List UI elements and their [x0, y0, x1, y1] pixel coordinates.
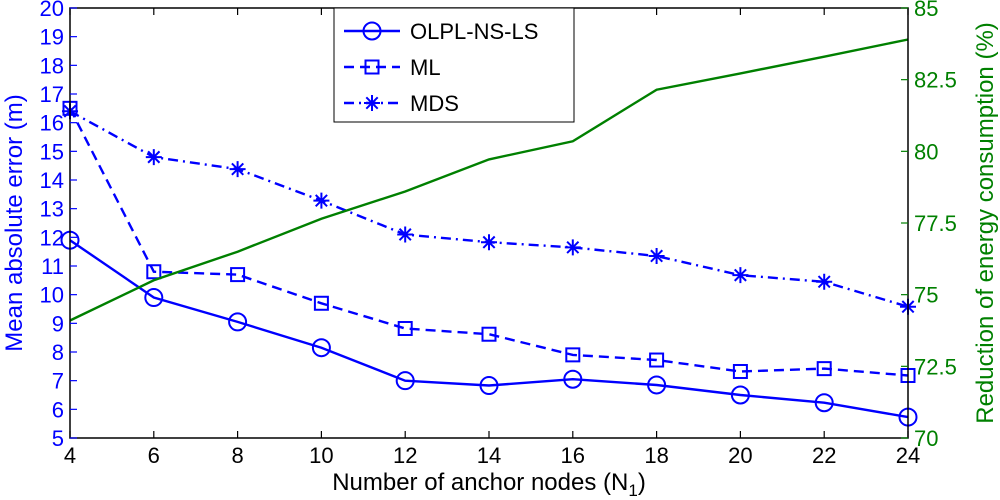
y-right-tick-label: 75	[914, 283, 938, 308]
y-left-tick-label: 14	[40, 168, 64, 193]
data-point-mds	[397, 226, 414, 243]
series-line-energy-reduction	[69, 38, 909, 322]
x-tick-label: 8	[231, 443, 243, 468]
y-left-tick-label: 6	[52, 397, 64, 422]
data-point-mds	[145, 149, 162, 166]
y-left-tick-label: 9	[52, 311, 64, 336]
data-point-mds	[648, 247, 665, 264]
y-right-tick-label: 70	[914, 426, 938, 451]
series-olpl-ns-ls	[60, 230, 918, 427]
series-line-olpl-ns-ls	[69, 239, 909, 419]
series-energy-reduction	[69, 38, 909, 322]
x-tick-label: 14	[477, 443, 501, 468]
y-left-tick-label: 8	[52, 340, 64, 365]
x-tick-label: 6	[148, 443, 160, 468]
y-left-tick-label: 7	[52, 369, 64, 394]
y-right-tick-label: 82.5	[914, 68, 957, 93]
x-tick-label: 16	[561, 443, 585, 468]
legend-marker-olpl-ns-ls	[362, 21, 382, 41]
y-left-tick-label: 15	[40, 139, 64, 164]
x-tick-label: 20	[728, 443, 752, 468]
data-point-olpl-ns-ls	[730, 385, 750, 405]
y-left-tick-label: 20	[40, 0, 64, 21]
data-point-ml	[565, 347, 581, 363]
data-point-mds	[313, 192, 330, 209]
y-right-tick-label: 72.5	[914, 354, 957, 379]
legend-marker-ml	[364, 59, 380, 75]
legend: OLPL-NS-LS ML MDS	[333, 7, 575, 123]
data-point-ml	[732, 363, 748, 379]
data-point-mds	[229, 161, 246, 178]
y-left-tick-label: 16	[40, 111, 64, 136]
data-point-olpl-ns-ls	[144, 288, 164, 308]
x-tick-label: 22	[812, 443, 836, 468]
y-left-tick-label: 19	[40, 25, 64, 50]
legend-label-mds: MDS	[410, 91, 459, 116]
data-point-mds	[481, 234, 497, 251]
data-point-ml	[816, 361, 832, 377]
data-point-ml	[481, 326, 497, 342]
data-point-ml	[397, 320, 413, 336]
data-point-olpl-ns-ls	[479, 376, 499, 396]
series-mds	[62, 103, 916, 315]
y-left-tick-label: 5	[52, 426, 64, 451]
x-axis-label: Number of anchor nodes (N1)	[332, 469, 646, 500]
x-tick-label: 4	[64, 443, 76, 468]
y-left-tick-label: 17	[40, 82, 64, 107]
legend-marker-mds	[364, 95, 380, 111]
y-axis-right-label: Reduction of energy consumption (%)	[972, 22, 999, 424]
y-left-tick-label: 10	[40, 283, 64, 308]
y-right-tick-label: 85	[914, 0, 938, 21]
y-left-tick-label: 18	[40, 53, 64, 78]
data-point-olpl-ns-ls	[395, 371, 415, 391]
legend-label-ml: ML	[410, 55, 441, 80]
data-point-mds	[732, 267, 749, 284]
y-left-tick-label: 11	[41, 254, 64, 279]
y-left-tick-label: 13	[40, 197, 64, 222]
data-point-olpl-ns-ls	[814, 393, 834, 413]
data-point-ml	[313, 295, 329, 311]
data-point-olpl-ns-ls	[311, 338, 331, 358]
y-right-tick-label: 77.5	[914, 211, 957, 236]
data-point-olpl-ns-ls	[228, 312, 248, 332]
y-right-tick-label: 80	[914, 139, 938, 164]
x-tick-label: 24	[896, 443, 920, 468]
legend-label-olpl-ns-ls: OLPL-NS-LS	[410, 19, 538, 44]
data-point-mds	[564, 239, 581, 256]
data-point-olpl-ns-ls	[647, 375, 667, 395]
y-axis-left-label: Mean absolute error (m)	[1, 94, 28, 351]
data-point-ml	[230, 267, 246, 283]
y-left-tick-label: 12	[40, 225, 64, 250]
data-point-ml	[146, 264, 162, 280]
x-tick-label: 18	[644, 443, 668, 468]
data-point-ml	[649, 352, 665, 368]
series-line-mds	[69, 110, 909, 308]
x-tick-label: 10	[309, 443, 333, 468]
data-point-mds	[816, 273, 833, 290]
x-tick-label: 12	[393, 443, 417, 468]
data-point-olpl-ns-ls	[563, 369, 583, 389]
